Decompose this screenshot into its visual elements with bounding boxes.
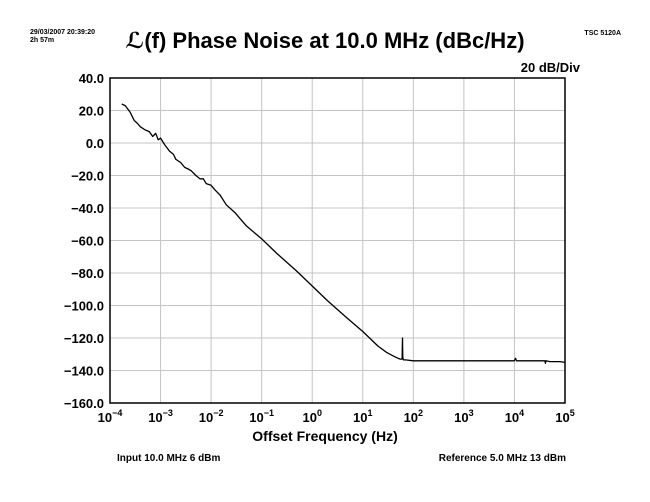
phase-noise-trace <box>121 103 566 364</box>
reference-info: Reference 5.0 MHz 13 dBm <box>438 453 566 464</box>
y-tick-label: −60.0 <box>71 234 104 249</box>
x-tick-label: 104 <box>505 408 524 425</box>
y-tick-label: −100.0 <box>64 299 104 314</box>
x-tick-label: 10−3 <box>148 408 173 425</box>
y-tick-label: −40.0 <box>71 201 104 216</box>
timestamp: 29/03/2007 20:39:20 <box>30 29 95 36</box>
x-tick-label: 10−2 <box>199 408 224 425</box>
x-tick-labels: 10−4 10−3 10−2 10−1 100 101 102 103 104 105 <box>98 408 575 425</box>
y-tick-label: −160.0 <box>64 396 104 411</box>
y-tick-labels: 40.0 20.0 0.0 −20.0 −40.0 −60.0 −80.0 −100.0 −12… <box>64 71 104 411</box>
y-tick-label: 0.0 <box>86 136 104 151</box>
y-tick-label: 40.0 <box>79 71 104 86</box>
plot-frame <box>109 77 566 404</box>
x-tick-label: 103 <box>454 408 473 425</box>
grid-lines <box>109 77 566 404</box>
x-tick-label: 100 <box>302 408 321 425</box>
timestamp-block: 29/03/2007 20:39:20 2h 57m <box>30 29 95 45</box>
y-tick-label: −140.0 <box>64 364 104 379</box>
y-tick-label: −120.0 <box>64 331 104 346</box>
device-model: TSC 5120A <box>584 30 621 37</box>
elapsed-time: 2h 57m <box>30 37 55 44</box>
x-tick-label: 102 <box>404 408 423 425</box>
y-tick-label: −20.0 <box>71 169 104 184</box>
input-info: Input 10.0 MHz 6 dBm <box>117 453 221 464</box>
y-tick-label: 20.0 <box>79 104 104 119</box>
scale-label: 20 dB/Div <box>520 60 580 75</box>
y-tick-label: −80.0 <box>71 266 104 281</box>
x-tick-label: 10−4 <box>98 408 123 425</box>
x-tick-label: 10−1 <box>249 408 274 425</box>
chart-title: ℒ(f) Phase Noise at 10.0 MHz (dBc/Hz) <box>125 28 525 53</box>
x-axis-label: Offset Frequency (Hz) <box>252 428 398 444</box>
x-tick-label: 101 <box>353 408 372 425</box>
x-tick-label: 105 <box>555 408 574 425</box>
